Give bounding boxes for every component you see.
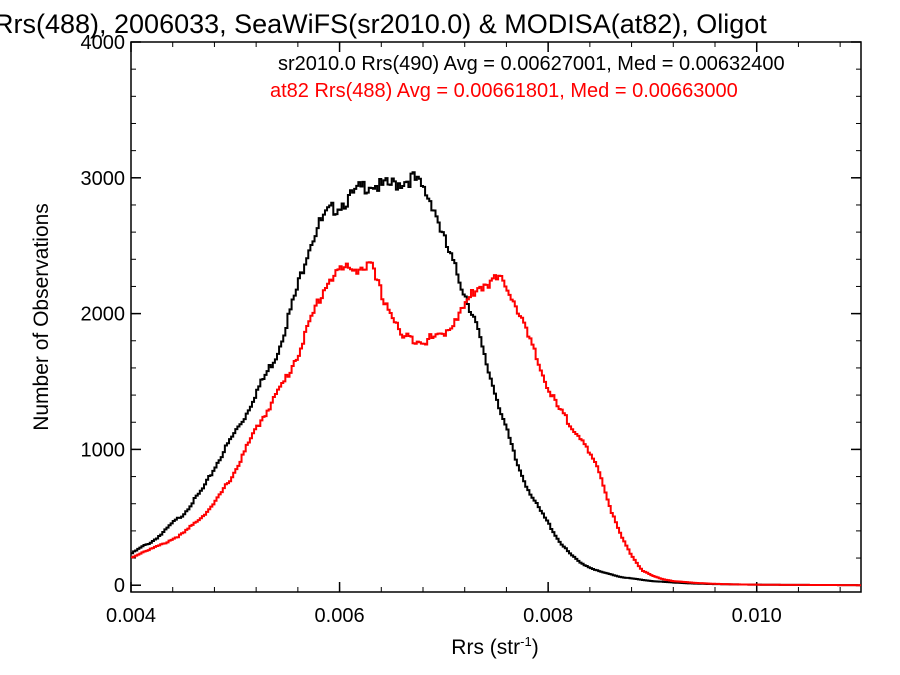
series-line-0 [131,171,861,587]
y-axis-title: Number of Observations [30,203,53,431]
series-lines [131,171,861,587]
x-axis-title-main: Rrs (str [451,636,520,659]
x-axis-title-close: ) [532,636,539,659]
x-tick-label: 0.010 [732,605,782,627]
x-tick-label: 0.006 [315,605,365,627]
x-axis-title: Rrs (str-1) [451,634,538,659]
series-line-1 [131,261,861,587]
y-tick-label: 0 [114,575,125,597]
y-tick-label: 1000 [81,439,126,461]
plot-frame [130,41,862,593]
legend-entry-sr2010: sr2010.0 Rrs(490) Avg = 0.00627001, Med … [278,53,785,75]
legend-entry-at82: at82 Rrs(488) Avg = 0.00661801, Med = 0.… [270,80,738,102]
chart-title: Rrs(488), 2006033, SeaWiFS(sr2010.0) & M… [0,9,767,39]
x-tick-label: 0.008 [523,605,573,627]
axis-ticks [130,41,861,592]
x-axis-title-sup: -1 [520,634,532,649]
tick-labels: 0.004 0.006 0.008 0.010 0 1000 2000 3000 4000 [81,32,782,627]
y-tick-label: 2000 [81,304,126,326]
y-tick-label: 3000 [81,168,126,190]
x-tick-label: 0.004 [106,605,156,627]
y-tick-label: 4000 [81,32,126,54]
